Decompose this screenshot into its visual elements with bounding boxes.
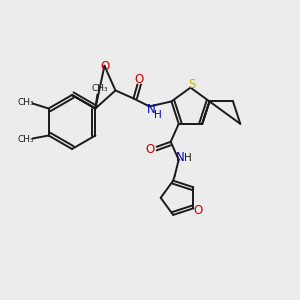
Text: CH₃: CH₃: [17, 98, 34, 107]
Text: O: O: [101, 60, 110, 73]
Text: CH₃: CH₃: [91, 84, 108, 93]
Text: S: S: [188, 78, 195, 91]
Text: O: O: [194, 204, 203, 217]
Text: H: H: [184, 153, 192, 163]
Text: O: O: [135, 73, 144, 86]
Text: O: O: [145, 143, 154, 156]
Text: N: N: [176, 151, 185, 164]
Text: H: H: [154, 110, 161, 120]
Text: CH₃: CH₃: [17, 135, 34, 144]
Text: N: N: [147, 103, 156, 116]
